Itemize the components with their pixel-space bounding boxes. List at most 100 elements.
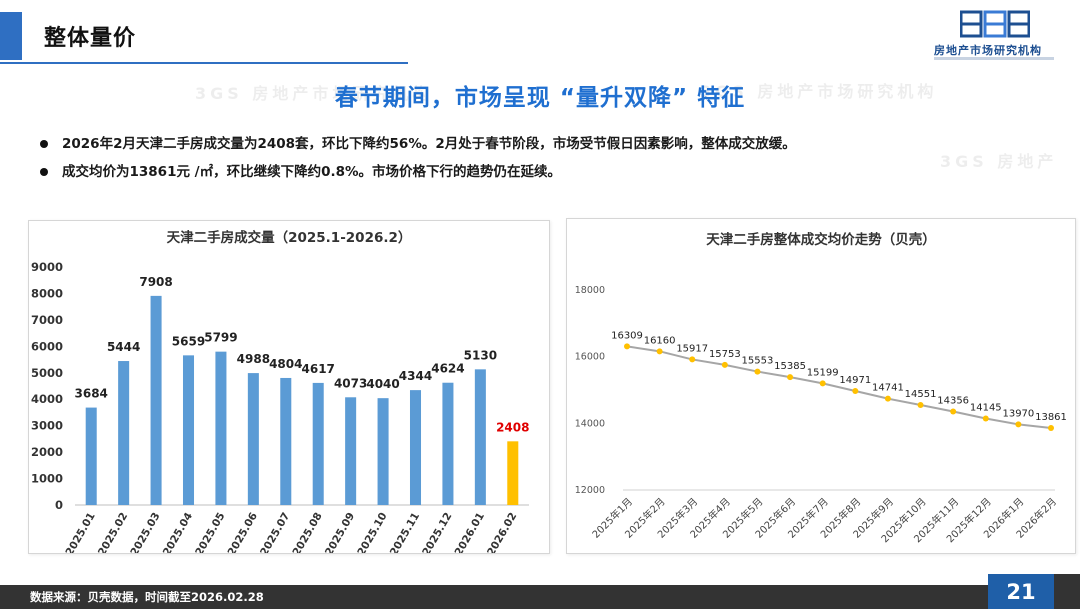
bullet-dot-icon	[40, 140, 48, 148]
point-value-label: 15917	[676, 343, 708, 354]
bar-value-label: 4073	[334, 376, 367, 390]
y-tick-label: 2000	[31, 445, 63, 459]
chart-title: 天津二手房成交量（2025.1-2026.2）	[167, 229, 412, 246]
bar	[280, 377, 292, 505]
bar	[150, 295, 162, 505]
y-tick-label: 14000	[575, 418, 605, 429]
point-value-label: 14145	[970, 403, 1002, 414]
brand-logo: 房地产市场研究机构	[930, 10, 1060, 66]
page-number: 21	[988, 574, 1054, 609]
price-chart-panel: 天津二手房整体成交均价走势（贝壳） 12000 14000 16000 18000 16…	[566, 218, 1076, 554]
point-value-label: 13970	[1002, 408, 1034, 419]
logo-icon	[960, 10, 1030, 38]
bar-value-label: 4988	[237, 352, 270, 366]
bar-value-label: 4624	[431, 362, 464, 376]
point-value-label: 15385	[774, 361, 806, 372]
bar-value-label: 2408	[496, 420, 529, 434]
bar-value-label: 4344	[399, 369, 432, 383]
x-tick-label: 2025.02	[96, 511, 130, 554]
headline: 春节期间，市场呈现 “量升双降” 特征	[334, 85, 746, 111]
page-number-accent	[1054, 574, 1080, 609]
header-accent-bar	[0, 12, 22, 60]
data-point-marker	[787, 374, 794, 381]
x-tick-label: 2025.05	[193, 511, 227, 554]
bar	[507, 441, 519, 505]
data-point-marker	[656, 348, 663, 355]
x-tick-label: 2025.04	[161, 511, 195, 554]
point-value-label: 14971	[839, 375, 871, 386]
bar-value-label: 3684	[75, 387, 108, 401]
data-point-marker	[1015, 421, 1022, 428]
point-value-label: 15753	[709, 349, 741, 360]
bullet-item: 成交均价为13861元 /㎡，环比继续下降约0.8%。市场价格下行的趋势仍在延续…	[40, 158, 1060, 186]
bar-value-label: 5659	[172, 334, 205, 348]
data-point-marker	[754, 368, 761, 375]
point-value-label: 13861	[1035, 412, 1067, 423]
price-series-line	[626, 345, 1052, 429]
logo-text: 房地产市场研究机构	[934, 44, 1042, 57]
data-point-marker	[852, 387, 859, 394]
x-tick-label: 2025.08	[291, 511, 325, 554]
x-tick-label: 2025.09	[323, 511, 357, 554]
bar-value-label: 4804	[269, 357, 302, 371]
chart-title: 天津二手房整体成交均价走势（贝壳）	[706, 231, 936, 248]
bar-value-label: 5444	[107, 340, 140, 354]
volume-chart-panel: 天津二手房成交量（2025.1-2026.2） 0 1000 2000 3000 400…	[28, 220, 550, 554]
data-point-marker	[950, 408, 957, 415]
price-line-chart: 天津二手房整体成交均价走势（贝壳） 12000 14000 16000 18000 16…	[575, 231, 1067, 545]
bullet-list: 2026年2月天津二手房成交量为2408套，环比下降约56%。2月处于春节阶段，…	[40, 130, 1060, 186]
bar	[118, 361, 130, 505]
page-title: 整体量价	[44, 26, 137, 51]
point-value-label: 14741	[872, 383, 904, 394]
point-value-label: 15553	[742, 356, 774, 367]
footer-bar: 数据来源：贝壳数据，时间截至2026.02.28	[0, 585, 1080, 609]
data-point-marker	[721, 361, 728, 368]
y-tick-label: 8000	[31, 286, 63, 300]
y-tick-label: 7000	[31, 313, 63, 327]
bar-value-label: 7908	[139, 275, 172, 289]
point-value-label: 14356	[937, 395, 969, 406]
x-tick-label: 2025.10	[355, 511, 389, 554]
y-tick-label: 12000	[575, 485, 605, 496]
x-tick-label: 2025.06	[226, 511, 260, 554]
bar	[312, 382, 324, 505]
bar-value-label: 4617	[302, 362, 335, 376]
y-tick-label: 16000	[575, 352, 605, 363]
x-tick-label: 2025.11	[388, 511, 422, 554]
header-divider	[0, 62, 408, 64]
y-tick-label: 9000	[31, 260, 63, 274]
bar-value-label: 4040	[366, 377, 399, 391]
bar	[85, 407, 97, 505]
bullet-text: 2026年2月天津二手房成交量为2408套，环比下降约56%。2月处于春节阶段，…	[62, 136, 796, 152]
y-tick-label: 0	[55, 498, 63, 512]
bar-value-label: 5799	[204, 331, 237, 345]
bar	[474, 369, 486, 505]
x-tick-label: 2025.07	[258, 511, 292, 554]
point-value-label: 16160	[644, 335, 676, 346]
x-tick-label: 2025.12	[420, 511, 454, 554]
data-point-marker	[1048, 424, 1054, 431]
bar	[377, 398, 389, 505]
y-tick-label: 3000	[31, 419, 63, 433]
bar-value-label: 5130	[464, 348, 497, 362]
bar	[182, 355, 195, 505]
x-tick-label: 2025.03	[128, 511, 162, 554]
x-tick-label: 2025.01	[64, 511, 98, 554]
y-tick-label: 5000	[31, 366, 63, 380]
bar	[442, 382, 454, 505]
data-point-marker	[884, 395, 891, 402]
y-tick-label: 1000	[31, 472, 63, 486]
data-point-marker	[689, 356, 696, 363]
x-tick-label: 2026.02	[485, 511, 519, 554]
y-tick-label: 18000	[575, 285, 605, 296]
point-value-label: 14551	[905, 389, 937, 400]
data-point-marker	[819, 380, 826, 387]
y-tick-label: 6000	[31, 339, 63, 353]
bullet-item: 2026年2月天津二手房成交量为2408套，环比下降约56%。2月处于春节阶段，…	[40, 130, 1060, 158]
point-value-label: 15199	[807, 367, 839, 378]
y-tick-label: 4000	[31, 392, 63, 406]
bar	[215, 351, 227, 505]
point-value-label: 16309	[611, 330, 643, 341]
data-point-marker	[917, 401, 924, 408]
data-point-marker	[982, 415, 989, 422]
